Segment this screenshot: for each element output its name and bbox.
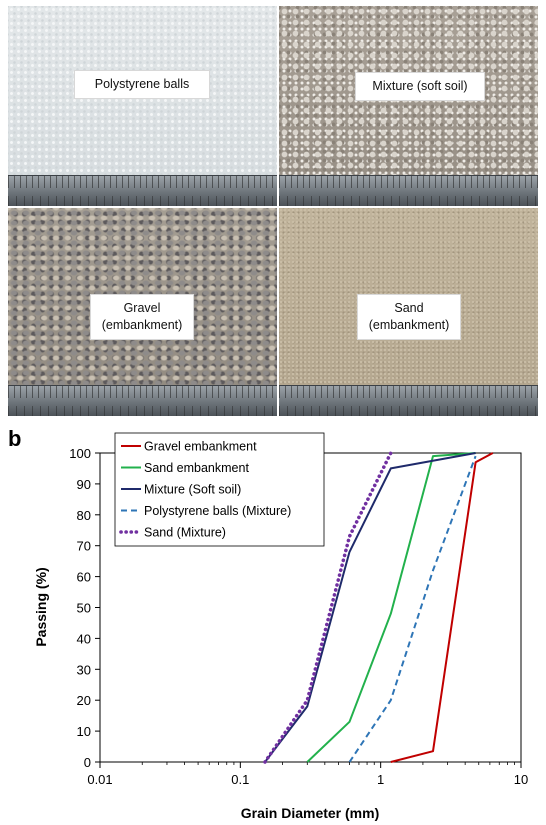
- ruler: [8, 175, 277, 206]
- x-tick-label: 1: [377, 772, 384, 787]
- panel-b-letter: b: [8, 426, 22, 451]
- photo-label: Gravel (embankment): [90, 294, 194, 340]
- ruler: [279, 175, 538, 206]
- legend: Gravel embankment Sand embankment Mixture …: [114, 432, 325, 547]
- series-line: [263, 451, 393, 764]
- ruler: [8, 385, 277, 416]
- y-tick-label: 50: [77, 601, 91, 616]
- legend-label: Mixture (Soft soil): [144, 483, 241, 497]
- series-line: [264, 452, 476, 763]
- photo-gravel-embankment: Gravel (embankment): [8, 208, 277, 416]
- x-tick-label: 0.01: [87, 772, 112, 787]
- photo-mixture-soft-soil: Mixture (soft soil): [279, 6, 538, 206]
- y-tick-label: 80: [77, 508, 91, 523]
- y-tick-label: 40: [77, 631, 91, 646]
- x-tick-label: 0.1: [231, 772, 249, 787]
- series-line: [306, 452, 476, 763]
- series-line: [348, 455, 477, 763]
- photo-label: Sand (embankment): [357, 294, 461, 340]
- y-tick-label: 90: [77, 477, 91, 492]
- legend-label: Gravel embankment: [144, 440, 257, 454]
- x-axis-label: Grain Diameter (mm): [241, 805, 379, 821]
- photo-sand-embankment: Sand (embankment): [279, 208, 538, 416]
- legend-label: Sand embankment: [144, 461, 249, 475]
- y-tick-label: 20: [77, 693, 91, 708]
- x-tick-label: 10: [514, 772, 528, 787]
- ruler: [279, 385, 538, 416]
- y-axis-label: Passing (%): [33, 567, 49, 646]
- series-line: [390, 452, 494, 763]
- photo-label: Mixture (soft soil): [355, 72, 485, 101]
- legend-label: Sand (Mixture): [144, 526, 226, 540]
- y-tick-label: 0: [84, 755, 91, 770]
- legend-label: Polystyrene balls (Mixture): [144, 504, 291, 518]
- grain-size-chart: 0 10 20 30 40 50 60 70 80 90 100 0.01 0.1 1 10 Grain D…: [33, 432, 528, 821]
- y-tick-label: 10: [77, 724, 91, 739]
- y-tick-label: 70: [77, 539, 91, 554]
- photo-polystyrene-balls: Polystyrene balls: [8, 6, 277, 206]
- photo-label: Polystyrene balls: [74, 70, 210, 99]
- y-tick-label: 30: [77, 662, 91, 677]
- y-tick-label: 100: [69, 446, 91, 461]
- y-tick-label: 60: [77, 570, 91, 585]
